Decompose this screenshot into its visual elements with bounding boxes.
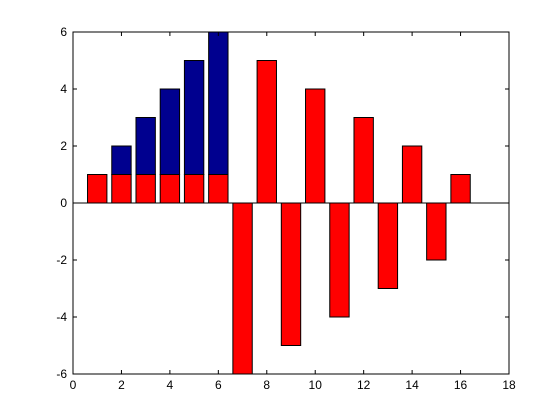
x-tick-label: 10 bbox=[309, 378, 323, 392]
bar-13-series-1 bbox=[377, 202, 399, 289]
bar-16-series-1 bbox=[450, 174, 471, 204]
bars-group bbox=[87, 31, 471, 375]
bar-2-series-2 bbox=[111, 145, 132, 175]
x-tick-label: 16 bbox=[454, 378, 468, 392]
y-tick-label: -6 bbox=[56, 367, 67, 381]
y-tick-label: 2 bbox=[60, 139, 67, 153]
x-tick-label: 12 bbox=[357, 378, 371, 392]
y-tick-label: 4 bbox=[60, 82, 67, 96]
bar-12-series-1 bbox=[353, 117, 374, 204]
y-tick-label: 6 bbox=[60, 25, 67, 39]
bar-5-series-2 bbox=[183, 60, 205, 175]
bar-8-series-1 bbox=[256, 60, 277, 204]
x-axis: 0 2 4 6 8 10 12 14 16 18 bbox=[70, 32, 516, 392]
bar-6-series-2 bbox=[208, 31, 229, 175]
bar-15-series-1 bbox=[426, 202, 447, 261]
x-tick-label: 4 bbox=[167, 378, 174, 392]
bar-9-series-1 bbox=[280, 202, 302, 346]
bar-4-series-2 bbox=[159, 88, 181, 175]
bar-6-series-1 bbox=[208, 174, 229, 204]
x-tick-label: 6 bbox=[215, 378, 222, 392]
x-tick-label: 18 bbox=[502, 378, 516, 392]
bar-11-series-1 bbox=[329, 202, 350, 318]
y-tick-label: -4 bbox=[56, 310, 67, 324]
bar-14-series-1 bbox=[401, 145, 423, 204]
bar-2-series-1 bbox=[111, 174, 132, 204]
bar-1-series-1 bbox=[87, 174, 108, 204]
x-tick-label: 0 bbox=[70, 378, 77, 392]
x-tick-label: 8 bbox=[263, 378, 270, 392]
bar-3-series-1 bbox=[135, 174, 156, 204]
bar-5-series-1 bbox=[183, 174, 205, 204]
y-tick-label: 0 bbox=[60, 196, 67, 210]
x-tick-label: 14 bbox=[405, 378, 419, 392]
bar-10-series-1 bbox=[305, 88, 326, 204]
y-axis: -6 -4 -2 0 2 4 6 bbox=[56, 25, 509, 381]
x-tick-label: 2 bbox=[118, 378, 125, 392]
bar-7-series-1 bbox=[232, 202, 253, 375]
bar-4-series-1 bbox=[159, 174, 181, 204]
bar-3-series-2 bbox=[135, 117, 156, 175]
y-tick-label: -2 bbox=[56, 253, 67, 267]
